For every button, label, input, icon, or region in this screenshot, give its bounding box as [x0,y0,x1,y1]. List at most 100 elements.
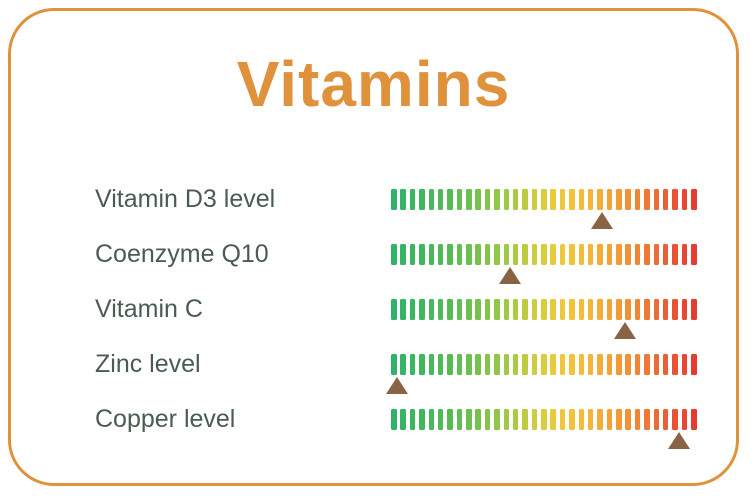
scale-tick [681,299,688,320]
scale-tick [644,189,650,210]
gradient-scale-bar [391,409,697,430]
scale-tick [597,299,603,320]
vitamin-row: Copper level [11,401,753,456]
scale-tick [597,354,603,375]
scale-tick [662,354,669,375]
scale-tick [391,244,397,265]
scale-tick [578,299,585,320]
scale-tick [428,189,435,210]
scale-tick [691,354,697,375]
vitamins-card: Vitamins Vitamin D3 level Coenzyme Q10 Vit… [8,8,739,486]
scale-tick [672,299,678,320]
scale-tick [653,189,660,210]
scale-tick [494,409,500,430]
vitamin-row: Vitamin D3 level [11,181,753,236]
scale-tick [512,354,519,375]
scale-tick [391,409,397,430]
scale-tick [550,244,556,265]
scale-tick [494,299,500,320]
marker-triangle [591,212,614,229]
scale-tick [569,244,575,265]
scale-tick [662,244,669,265]
scale-tick [494,189,500,210]
scale-tick [437,299,444,320]
scale-tick [606,244,613,265]
scale-tick [456,299,463,320]
scale-tick [475,409,481,430]
scale-tick [550,354,556,375]
marker-triangle [499,267,522,284]
scale-tick [587,244,594,265]
scale-tick [400,409,406,430]
gradient-scale-bar [391,299,697,320]
scale-tick [606,354,613,375]
scale-tick [531,409,538,430]
vitamin-row: Zinc level [11,346,753,401]
scale-tick [531,299,538,320]
scale-tick [531,189,538,210]
scale-tick [606,409,613,430]
scale-tick [428,244,435,265]
scale-tick [522,409,528,430]
scale-tick [437,189,444,210]
scale-tick [512,244,519,265]
scale-tick [653,354,660,375]
scale-tick [466,299,472,320]
scale-tick [587,354,594,375]
scale-tick [456,409,463,430]
scale-tick [400,189,406,210]
scale-tick [541,244,547,265]
scale-tick [653,244,660,265]
scale-tick [634,189,641,210]
scale-tick [475,354,481,375]
scale-tick [691,244,697,265]
scale-tick [569,189,575,210]
scale-tick [419,189,425,210]
scale-tick [616,299,622,320]
row-label: Coenzyme Q10 [95,240,269,268]
scale-tick [672,244,678,265]
scale-tick [447,409,453,430]
scale-tick [391,299,397,320]
scale-tick [541,189,547,210]
scale-tick [681,409,688,430]
scale-tick [625,409,631,430]
scale-tick [569,354,575,375]
scale-tick [419,354,425,375]
scale-tick [625,354,631,375]
vitamin-rows: Vitamin D3 level Coenzyme Q10 Vitamin C Zin… [11,181,753,456]
scale-tick [437,354,444,375]
scale-tick [625,299,631,320]
page-title: Vitamins [236,48,511,120]
scale-tick [456,189,463,210]
scale-tick [634,354,641,375]
scale-tick [541,299,547,320]
scale-tick [662,409,669,430]
scale-tick [550,189,556,210]
scale-tick [625,244,631,265]
scale-tick [494,244,500,265]
scale-tick [550,409,556,430]
scale-tick [400,244,406,265]
gradient-scale-bar [391,244,697,265]
scale-tick [409,189,416,210]
scale-tick [400,299,406,320]
scale-tick [672,189,678,210]
scale-tick [409,409,416,430]
scale-tick [681,354,688,375]
scale-tick [616,409,622,430]
scale-tick [456,354,463,375]
scale-tick [475,189,481,210]
scale-tick [466,189,472,210]
scale-tick [559,354,566,375]
scale-tick [559,189,566,210]
scale-tick [503,299,510,320]
scale-tick [531,244,538,265]
scale-tick [484,409,491,430]
marker-triangle [386,377,409,394]
scale-tick [616,354,622,375]
scale-tick [653,299,660,320]
scale-tick [419,409,425,430]
scale-tick [672,409,678,430]
scale-tick [522,299,528,320]
